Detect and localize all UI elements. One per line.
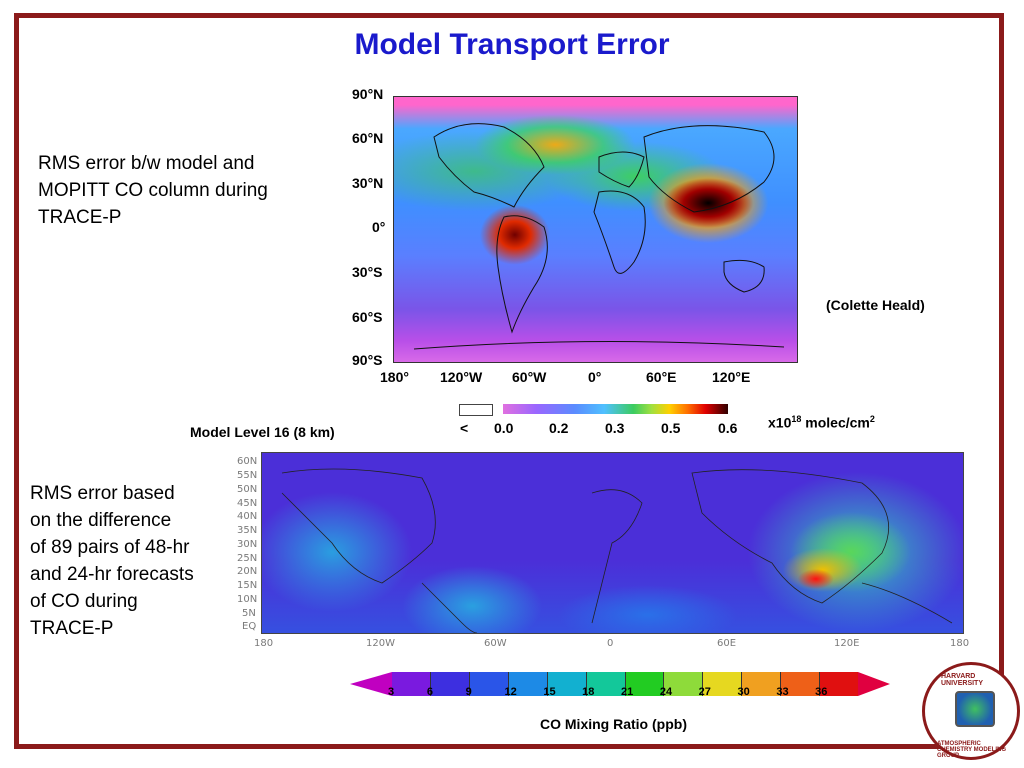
colorbar2-high-arrow (858, 672, 890, 696)
continent-outlines (413, 123, 785, 350)
colorbar2-tick: 6 (426, 686, 433, 698)
map1-lon-label: 60°W (512, 369, 547, 385)
desc1-line: RMS error b/w model and (38, 153, 255, 174)
map1-lon-label: 60°E (646, 369, 677, 385)
map2-lat-label: 30N (237, 539, 258, 550)
harvard-acmg-logo: HARVARD UNIVERSITY ATMOSPHERIC CHEMISTRY… (922, 662, 1020, 760)
map2-lon-label: 180 (254, 638, 274, 649)
description-forecast-error: RMS error based on the difference of 89 … (30, 480, 194, 642)
desc2-line: of 89 pairs of 48-hr (30, 537, 190, 558)
computer-globe-icon (955, 691, 995, 727)
colorbar2-segment (429, 672, 469, 696)
logo-top-text: HARVARD UNIVERSITY (941, 673, 984, 687)
colorbar1-tick: 0.2 (549, 420, 569, 436)
colorbar2-tick: 15 (543, 686, 556, 698)
colorbar2-segment (546, 672, 586, 696)
model-level-label: Model Level 16 (8 km) (190, 424, 335, 440)
map2-lat-label: 25N (237, 553, 258, 564)
colorbar2-segment (507, 672, 547, 696)
map2-lon-label: 180 (950, 638, 970, 649)
desc2-line: TRACE-P (30, 618, 114, 639)
colorbar2-tick: 18 (582, 686, 595, 698)
map2-lat-label: 20N (237, 566, 258, 577)
map2-lat-label: 40N (237, 511, 258, 522)
map2-lat-label: EQ (242, 621, 257, 632)
colorbar2-low-arrow (350, 672, 392, 696)
map2-colorbar (392, 672, 859, 696)
map1-lat-label: 90°S (352, 352, 383, 368)
colorbar2-segment (780, 672, 820, 696)
continent-outlines-2 (281, 468, 953, 633)
desc1-line: TRACE-P (38, 207, 122, 228)
map1-lon-label: 120°W (440, 369, 483, 385)
map2-lat-label: 35N (237, 525, 258, 536)
colorbar1-tick: 0.6 (718, 420, 738, 436)
missing-value-swatch (459, 404, 493, 416)
colorbar2-segment (741, 672, 781, 696)
colorbar1-tick: < (460, 420, 469, 436)
map1-lat-label: 0° (372, 219, 386, 235)
map1-lat-label: 60°N (352, 130, 384, 146)
credit-text: (Colette Heald) (826, 297, 925, 313)
logo-bottom-text: ATMOSPHERIC CHEMISTRY MODELING GROUP (937, 741, 1007, 759)
colorbar2-tick: 30 (737, 686, 750, 698)
map2-lat-label: 15N (237, 580, 258, 591)
map2-lon-label: 60W (484, 638, 507, 649)
colorbar2-tick: 9 (465, 686, 472, 698)
colorbar2-tick: 33 (776, 686, 789, 698)
colorbar2-segment (468, 672, 508, 696)
map2-lat-label: 45N (237, 498, 258, 509)
map2-lon-label: 120E (834, 638, 860, 649)
map1-units-label: x1018 molec/cm2 (768, 414, 875, 431)
colorbar2-tick: 12 (504, 686, 517, 698)
map2-lat-label: 10N (237, 594, 258, 605)
forecast-rms-error-map (261, 452, 964, 634)
slide-frame (14, 13, 1004, 749)
colorbar2-tick: 3 (388, 686, 395, 698)
description-column-error: RMS error b/w model and MOPITT CO column… (38, 150, 268, 231)
desc1-line: MOPITT CO column during (38, 180, 268, 201)
colorbar2-segment (819, 672, 859, 696)
map2-lat-label: 60N (237, 456, 258, 467)
colorbar2-segment (663, 672, 703, 696)
colorbar2-segment (624, 672, 664, 696)
map1-lon-label: 120°E (712, 369, 751, 385)
map1-lat-label: 60°S (352, 309, 383, 325)
desc2-line: of CO during (30, 591, 138, 612)
colorbar1-tick: 0.3 (605, 420, 625, 436)
map2-lat-label: 55N (237, 470, 258, 481)
colorbar2-segment (392, 672, 430, 696)
map2-lat-label: 50N (237, 484, 258, 495)
map1-lat-label: 30°N (352, 175, 384, 191)
colorbar2-segment (702, 672, 742, 696)
colorbar2-tick: 27 (698, 686, 711, 698)
colorbar2-tick: 36 (815, 686, 828, 698)
colorbar1-tick: 0.0 (494, 420, 514, 436)
units-base: x10 (768, 414, 792, 431)
colorbar2-tick: 24 (659, 686, 673, 698)
units-exponent-2: 2 (869, 414, 875, 424)
map1-lon-label: 0° (588, 369, 602, 385)
colorbar1-tick: 0.5 (661, 420, 681, 436)
map1-lat-label: 90°N (352, 86, 384, 102)
map2-lon-label: 0 (607, 638, 614, 649)
colorbar2-label: CO Mixing Ratio (ppb) (540, 716, 687, 732)
colorbar2-segment (585, 672, 625, 696)
map2-lon-label: 120W (366, 638, 395, 649)
desc2-line: and 24-hr forecasts (30, 564, 194, 585)
map2-lat-label: 5N (242, 608, 256, 619)
map1-lon-label: 180° (380, 369, 409, 385)
desc2-line: on the difference (30, 510, 172, 531)
units-rest: molec/cm (801, 414, 870, 431)
mopitt-rms-error-map (393, 96, 798, 363)
desc2-line: RMS error based (30, 483, 175, 504)
map1-lat-label: 30°S (352, 264, 383, 280)
colorbar2-tick: 21 (621, 686, 634, 698)
units-exponent: 18 (791, 414, 802, 424)
map2-lon-label: 60E (717, 638, 737, 649)
map1-colorbar (503, 404, 728, 414)
slide-title: Model Transport Error (354, 28, 670, 61)
